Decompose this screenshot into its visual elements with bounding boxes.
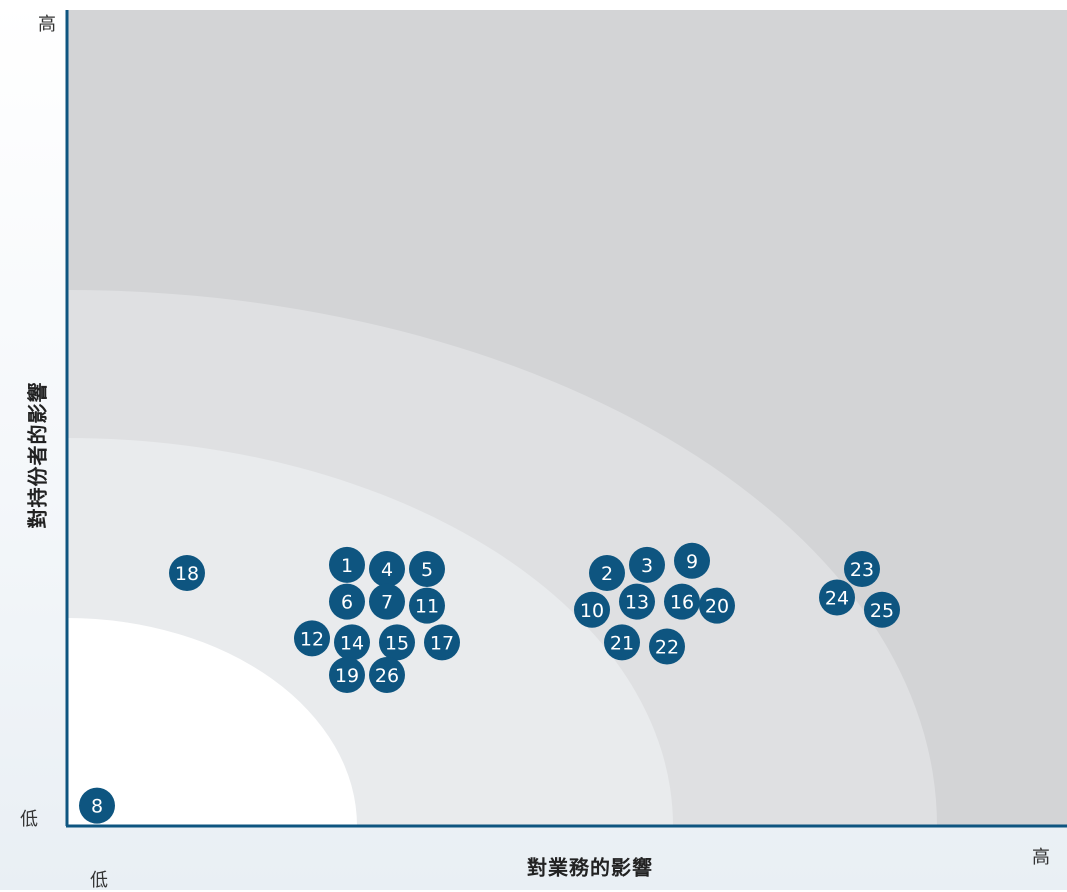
point-label-20: 20 (705, 596, 729, 618)
point-label-6: 6 (341, 592, 353, 614)
plot-area (67, 10, 1067, 826)
point-7 (369, 583, 405, 620)
point-label-19: 19 (335, 665, 359, 687)
point-1 (329, 546, 365, 583)
point-label-22: 22 (655, 636, 679, 658)
point-20 (699, 587, 735, 624)
point-label-9: 9 (686, 551, 698, 573)
point-26 (369, 657, 405, 694)
point-14 (334, 624, 370, 661)
point-label-23: 23 (850, 559, 874, 581)
point-label-14: 14 (340, 632, 364, 654)
point-label-5: 5 (421, 559, 433, 581)
point-11 (409, 587, 445, 624)
point-label-16: 16 (670, 592, 694, 614)
point-label-17: 17 (430, 632, 454, 654)
point-2 (589, 555, 625, 592)
y-axis-low-label: 低 (20, 809, 38, 830)
point-13 (619, 583, 655, 620)
point-16 (664, 583, 700, 620)
point-label-18: 18 (175, 563, 199, 585)
y-axis-high-label: 高 (38, 14, 56, 35)
point-8 (79, 787, 115, 824)
point-label-3: 3 (641, 555, 653, 577)
point-4 (369, 550, 405, 587)
point-23 (844, 550, 880, 587)
point-label-12: 12 (300, 628, 324, 650)
point-18 (169, 555, 205, 592)
point-3 (629, 546, 665, 583)
x-axis-high-label: 高 (1032, 847, 1050, 868)
point-9 (674, 542, 710, 579)
point-5 (409, 550, 445, 587)
point-label-25: 25 (870, 600, 894, 622)
y-axis-title: 對持份者的影響 (25, 381, 50, 529)
point-label-4: 4 (381, 559, 393, 581)
point-label-7: 7 (381, 592, 393, 614)
point-label-21: 21 (610, 632, 634, 654)
point-label-13: 13 (625, 592, 649, 614)
point-10 (574, 591, 610, 628)
point-24 (819, 579, 855, 616)
point-19 (329, 657, 365, 694)
zone-band-1 (67, 618, 357, 826)
point-17 (424, 624, 460, 661)
point-label-24: 24 (825, 588, 849, 610)
point-label-1: 1 (341, 555, 353, 577)
point-label-2: 2 (601, 563, 613, 585)
point-22 (649, 628, 685, 665)
point-15 (379, 624, 415, 661)
point-label-15: 15 (385, 632, 409, 654)
point-12 (294, 620, 330, 657)
point-6 (329, 583, 365, 620)
point-label-8: 8 (91, 796, 103, 818)
point-21 (604, 624, 640, 661)
point-label-26: 26 (375, 665, 399, 687)
x-axis-low-label: 低 (90, 870, 108, 891)
point-25 (864, 591, 900, 628)
x-axis-title: 對業務的影響 (527, 855, 653, 880)
point-label-10: 10 (580, 600, 604, 622)
point-label-11: 11 (415, 596, 439, 618)
